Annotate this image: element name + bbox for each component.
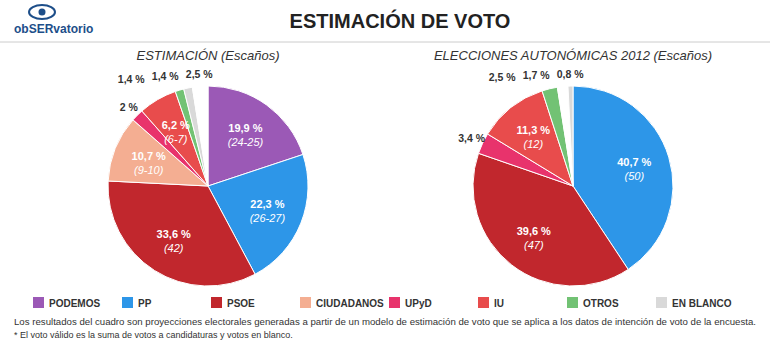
- seat-label: (6-7): [164, 133, 188, 145]
- notes: Los resultados del cuadro son proyeccion…: [14, 317, 756, 340]
- pie-chart: 19,9 % (24-25) 22,3 % (26-27) 33,6 % (42) 10,7…: [108, 68, 308, 286]
- data-labels: 40,7 % (50) 39,6 % (47) 11,3 % (12) 0,8 % 1,7 %…: [458, 68, 651, 251]
- legend-item: PSOE: [211, 297, 255, 309]
- logo-pupil: [39, 9, 46, 16]
- legend: PODEMOS PP PSOE CIUDADANOS UPyD IU OTROS EN BLA…: [33, 297, 732, 309]
- seat-label: (24-25): [228, 136, 264, 148]
- pie-slice: [557, 86, 573, 186]
- data-labels: 19,9 % (24-25) 22,3 % (26-27) 33,6 % (42) 10,7…: [118, 68, 286, 254]
- legend-item: EN BLANCO: [656, 297, 732, 309]
- value-label: 1,4 %: [118, 73, 146, 85]
- value-label: 19,9 %: [228, 122, 262, 134]
- legend-swatch: [656, 297, 667, 308]
- seat-label: (47): [524, 239, 544, 251]
- legend-swatch: [567, 297, 578, 308]
- seat-label: (26-27): [250, 212, 286, 224]
- legend-swatch: [300, 297, 311, 308]
- legend-item: UPyD: [389, 297, 432, 309]
- value-label: 39,6 %: [517, 225, 551, 237]
- legend-label: IU: [494, 298, 504, 309]
- value-label: 2,5 %: [489, 71, 517, 83]
- value-label: 11,3 %: [516, 124, 550, 136]
- legend-swatch: [478, 297, 489, 308]
- seat-label: (12): [524, 138, 544, 150]
- page: obSERvatorio ESTIMACIÓN DE VOTO 19,9 % (24-…: [0, 0, 770, 346]
- value-label: 10,7 %: [132, 150, 166, 162]
- value-label: 3,4 %: [458, 132, 486, 144]
- slices: [473, 86, 673, 286]
- chart-svg: obSERvatorio ESTIMACIÓN DE VOTO 19,9 % (24-…: [0, 0, 770, 346]
- legend-item: PODEMOS: [33, 297, 100, 309]
- seat-label: (9-10): [134, 164, 164, 176]
- value-label: 22,3 %: [250, 198, 284, 210]
- legend-item: OTROS: [567, 297, 619, 309]
- header: obSERvatorio ESTIMACIÓN DE VOTO: [0, 5, 770, 42]
- pie-slice: [568, 86, 573, 186]
- seat-label: (50): [625, 170, 645, 182]
- value-label: 1,4 %: [152, 70, 180, 82]
- legend-label: PP: [138, 298, 152, 309]
- legend-label: CIUDADANOS: [316, 298, 384, 309]
- legend-item: IU: [478, 297, 504, 309]
- value-label: 2,5 %: [186, 68, 214, 80]
- value-label: 33,6 %: [157, 228, 191, 240]
- legend-label: UPyD: [405, 298, 432, 309]
- value-label: 6,2 %: [162, 119, 190, 131]
- seat-label: (42): [164, 242, 184, 254]
- footnote: * El voto válido es la suma de votos a c…: [14, 330, 293, 340]
- value-label: 40,7 %: [617, 156, 651, 168]
- legend-swatch: [33, 297, 44, 308]
- header-rule: [0, 42, 770, 43]
- legend-label: PODEMOS: [49, 298, 100, 309]
- legend-swatch: [122, 297, 133, 308]
- legend-swatch: [211, 297, 222, 308]
- chart-title: ESTIMACIÓN (Escaños): [136, 48, 279, 63]
- value-label: 2 %: [120, 101, 139, 113]
- legend-label: PSOE: [227, 298, 255, 309]
- value-label: 0,8 %: [557, 68, 585, 80]
- legend-swatch: [389, 297, 400, 308]
- legend-label: OTROS: [583, 298, 619, 309]
- value-label: 1,7 %: [523, 69, 551, 81]
- logo: obSERvatorio: [14, 22, 93, 36]
- slices: [108, 86, 308, 286]
- pie-slice: [108, 181, 255, 286]
- chart-title: ELECCIONES AUTONÓMICAS 2012 (Escaños): [434, 48, 712, 63]
- logo-eye: [29, 5, 55, 19]
- legend-item: PP: [122, 297, 152, 309]
- pie-slice: [192, 86, 208, 186]
- pie-chart: 40,7 % (50) 39,6 % (47) 11,3 % (12) 0,8 % 1,7 %…: [458, 68, 673, 286]
- legend-item: CIUDADANOS: [300, 297, 384, 309]
- legend-label: EN BLANCO: [672, 298, 732, 309]
- footnote: Los resultados del cuadro son proyeccion…: [14, 317, 756, 327]
- page-title: ESTIMACIÓN DE VOTO: [290, 9, 511, 32]
